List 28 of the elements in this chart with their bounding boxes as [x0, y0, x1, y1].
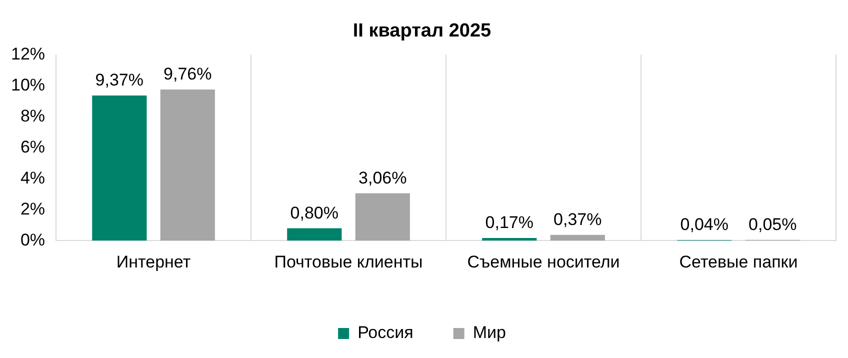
- y-tick-label: 8%: [20, 106, 46, 126]
- chart-title: II квартал 2025: [352, 20, 492, 42]
- bar: [355, 193, 410, 241]
- data-label: 9,76%: [164, 64, 212, 84]
- y-tick-label: 12%: [10, 44, 46, 64]
- data-label: 3,06%: [358, 168, 407, 188]
- legend-label: Россия: [358, 323, 414, 342]
- data-label: 0,17%: [485, 213, 534, 232]
- y-tick-label: 10%: [10, 75, 46, 94]
- x-tick-label: Сетевые папки: [679, 252, 798, 272]
- bar: [160, 89, 215, 241]
- bar: [550, 234, 605, 241]
- y-tick-label: 6%: [20, 137, 46, 156]
- bar: [287, 228, 342, 241]
- x-tick-label: Интернет: [116, 252, 191, 272]
- x-tick-label: Почтовые клиенты: [274, 252, 423, 272]
- data-label: 0,04%: [680, 215, 728, 234]
- legend-label: Мир: [472, 323, 506, 342]
- x-tick-label: Съемные носители: [467, 252, 620, 272]
- data-label: 9,37%: [95, 70, 144, 90]
- y-tick-label: 0%: [20, 230, 46, 250]
- data-label: 0,05%: [748, 215, 797, 234]
- bar: [92, 96, 147, 241]
- data-label: 0,37%: [554, 210, 602, 230]
- data-label: 0,80%: [290, 203, 338, 222]
- y-tick-label: 2%: [20, 199, 46, 218]
- bar: [482, 238, 537, 241]
- y-tick-label: 4%: [20, 168, 46, 188]
